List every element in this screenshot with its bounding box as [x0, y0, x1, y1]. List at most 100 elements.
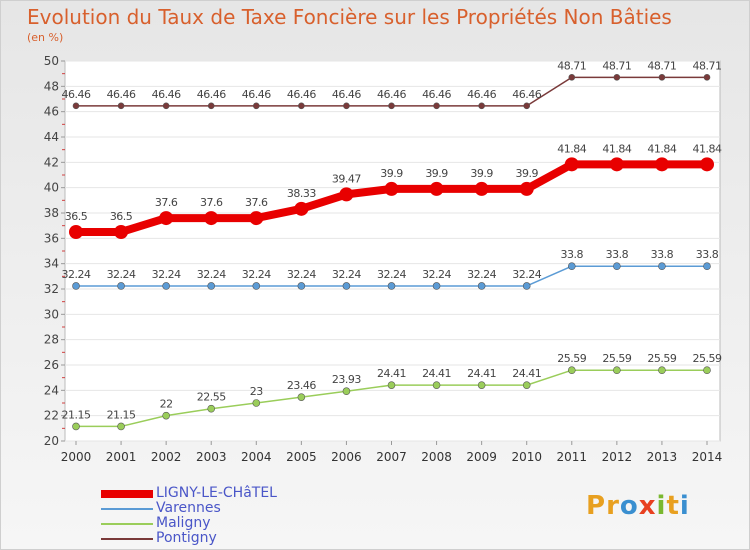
data-point-pontigny [523, 102, 531, 110]
plot-area [64, 60, 721, 442]
y-tick-label: 34 [44, 257, 59, 271]
logo-letter: r [606, 491, 620, 521]
y-tick-label: 36 [44, 231, 59, 245]
y-tick-label: 44 [44, 130, 59, 144]
legend-swatch [101, 523, 153, 525]
logo-letter: t [666, 491, 680, 521]
data-label-varennes: 33.8 [651, 248, 674, 261]
data-label-ligny-le-ch-tel: 36.5 [110, 210, 133, 223]
data-label-maligny: 21.15 [62, 408, 91, 421]
data-label-ligny-le-ch-tel: 37.6 [200, 196, 223, 209]
x-tick-label: 2013 [647, 450, 678, 464]
data-label-varennes: 32.24 [422, 268, 451, 281]
data-label-varennes: 32.24 [332, 268, 361, 281]
data-label-ligny-le-ch-tel: 41.84 [602, 142, 631, 155]
data-point-varennes [207, 282, 216, 290]
data-point-maligny [477, 381, 486, 389]
data-label-ligny-le-ch-tel: 36.5 [65, 210, 88, 223]
data-point-varennes [117, 282, 125, 290]
data-point-maligny [162, 411, 170, 420]
legend-swatch [101, 538, 153, 540]
data-label-maligny: 25.59 [647, 352, 676, 365]
x-tick-label: 2012 [602, 450, 633, 464]
data-label-ligny-le-ch-tel: 39.47 [332, 172, 361, 185]
data-label-pontigny: 46.46 [242, 88, 271, 101]
data-point-pontigny [613, 74, 621, 81]
data-label-varennes: 33.8 [561, 248, 584, 261]
x-tick-label: 2014 [692, 450, 723, 464]
data-label-pontigny: 46.46 [197, 88, 226, 101]
data-label-maligny: 25.59 [557, 352, 586, 365]
y-tick-label: 50 [44, 54, 59, 68]
x-tick-label: 2000 [61, 450, 92, 464]
data-point-ligny-le-ch-tel [159, 211, 174, 226]
data-point-pontigny [388, 102, 395, 110]
data-label-pontigny: 46.46 [467, 88, 496, 101]
data-label-varennes: 33.8 [696, 248, 719, 261]
data-label-pontigny: 46.46 [62, 88, 91, 101]
x-tick-label: 2010 [511, 450, 542, 464]
data-label-pontigny: 48.71 [602, 59, 631, 72]
y-tick-label: 40 [44, 181, 59, 195]
y-tick-label: 30 [44, 307, 59, 321]
data-point-pontigny [162, 102, 170, 110]
data-point-maligny [658, 366, 666, 374]
data-point-ligny-le-ch-tel [204, 211, 219, 226]
x-tick-label: 2004 [241, 450, 272, 464]
data-label-pontigny: 46.46 [152, 88, 181, 101]
data-label-varennes: 32.24 [107, 268, 136, 281]
data-point-ligny-le-ch-tel [114, 225, 129, 239]
data-label-pontigny: 46.46 [287, 88, 316, 101]
data-point-varennes [297, 282, 306, 290]
y-tick-label: 26 [44, 358, 59, 372]
data-point-pontigny [433, 102, 440, 110]
data-point-maligny [522, 381, 531, 389]
proxiti-logo: Proxiti [586, 491, 690, 521]
data-point-maligny [387, 381, 396, 389]
data-label-varennes: 32.24 [62, 268, 91, 281]
legend-label: LIGNY-LE-CHâTEL [156, 485, 277, 501]
data-label-pontigny: 48.71 [693, 59, 722, 72]
data-label-maligny: 23.46 [287, 379, 316, 392]
legend-swatch [101, 490, 153, 498]
data-label-varennes: 32.24 [467, 268, 496, 281]
data-label-maligny: 24.41 [422, 367, 451, 380]
data-label-ligny-le-ch-tel: 41.84 [557, 142, 586, 155]
data-point-varennes [658, 262, 666, 271]
legend-label: Varennes [156, 500, 221, 516]
data-point-maligny [297, 393, 306, 401]
data-point-ligny-le-ch-tel [474, 181, 489, 196]
x-tick-label: 2003 [196, 450, 227, 464]
data-label-pontigny: 46.46 [422, 88, 451, 101]
data-point-varennes [387, 282, 396, 290]
data-label-varennes: 32.24 [152, 268, 181, 281]
data-label-pontigny: 48.71 [647, 59, 676, 72]
data-point-varennes [477, 282, 486, 290]
data-point-maligny [703, 366, 711, 374]
data-point-pontigny [207, 102, 215, 110]
data-point-varennes [567, 262, 576, 271]
legend-label: Pontigny [156, 530, 217, 546]
x-tick-label: 2008 [421, 450, 452, 464]
legend-label: Maligny [156, 515, 211, 531]
data-label-ligny-le-ch-tel: 41.84 [693, 142, 722, 155]
y-tick-label: 20 [44, 434, 59, 448]
data-label-maligny: 23 [250, 385, 263, 398]
data-label-ligny-le-ch-tel: 37.6 [155, 196, 178, 209]
x-tick-label: 2007 [376, 450, 407, 464]
data-point-pontigny [117, 102, 125, 110]
data-point-ligny-le-ch-tel [700, 157, 714, 172]
data-point-ligny-le-ch-tel [654, 157, 669, 172]
logo-letter: x [638, 491, 657, 521]
data-point-pontigny [658, 74, 666, 81]
data-label-maligny: 21.15 [107, 408, 136, 421]
data-label-pontigny: 46.46 [332, 88, 361, 101]
y-tick-label: 22 [44, 409, 59, 423]
data-point-maligny [207, 404, 216, 413]
data-label-maligny: 24.41 [377, 367, 406, 380]
x-tick-label: 2009 [466, 450, 497, 464]
y-tick-label: 42 [44, 155, 59, 169]
data-point-pontigny [478, 102, 485, 110]
